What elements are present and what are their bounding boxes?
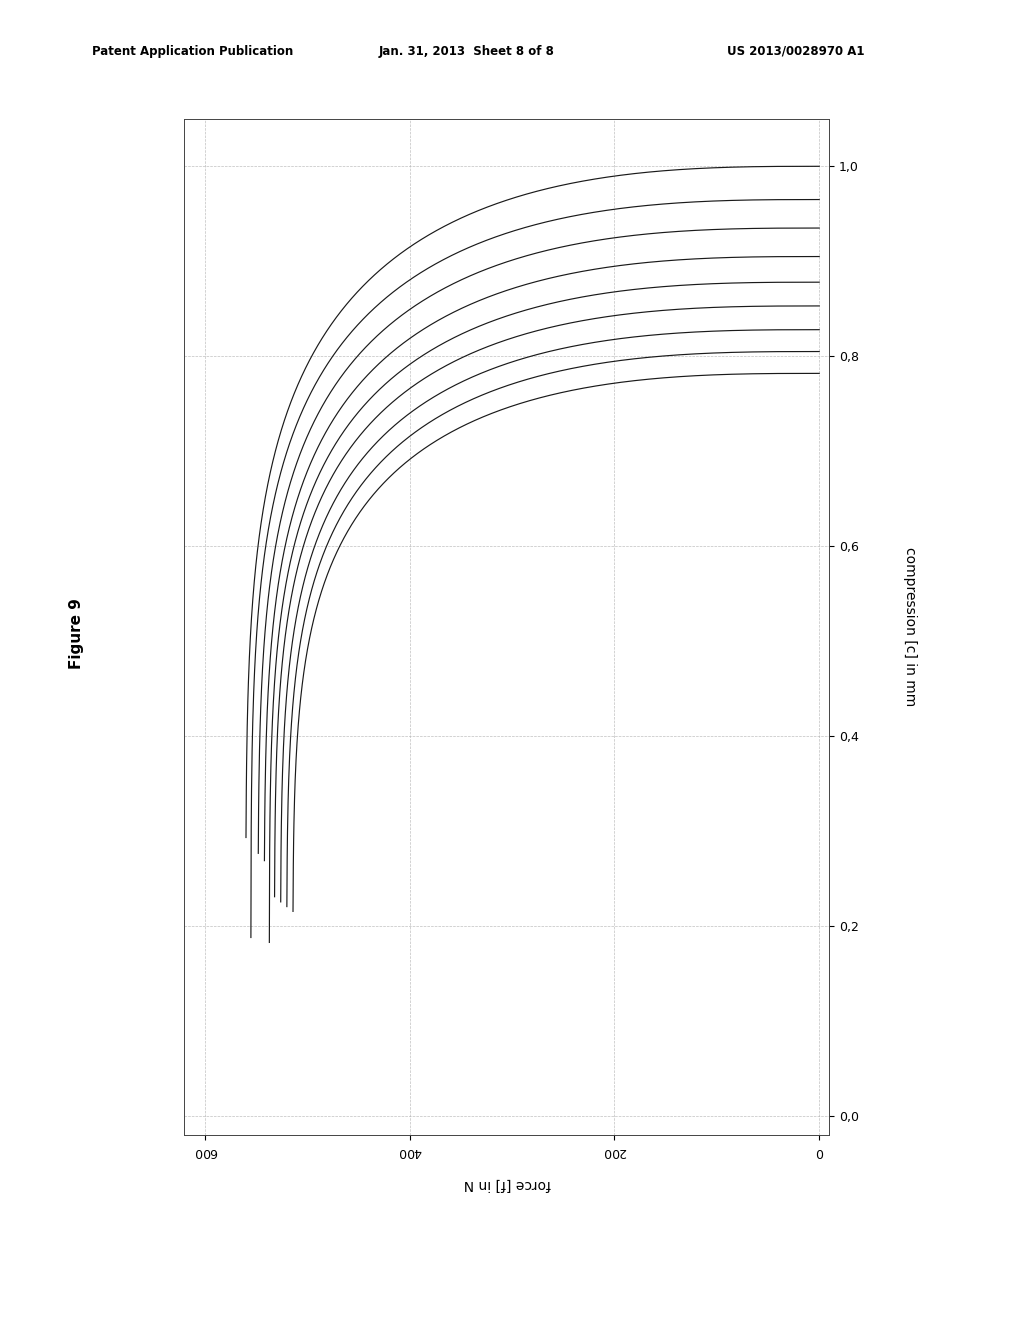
Text: Jan. 31, 2013  Sheet 8 of 8: Jan. 31, 2013 Sheet 8 of 8 bbox=[379, 45, 555, 58]
Text: Figure 9: Figure 9 bbox=[70, 598, 84, 669]
Text: Patent Application Publication: Patent Application Publication bbox=[92, 45, 294, 58]
Text: US 2013/0028970 A1: US 2013/0028970 A1 bbox=[727, 45, 864, 58]
X-axis label: force [f] in N: force [f] in N bbox=[463, 1177, 551, 1192]
Y-axis label: compression [c] in mm: compression [c] in mm bbox=[903, 548, 918, 706]
